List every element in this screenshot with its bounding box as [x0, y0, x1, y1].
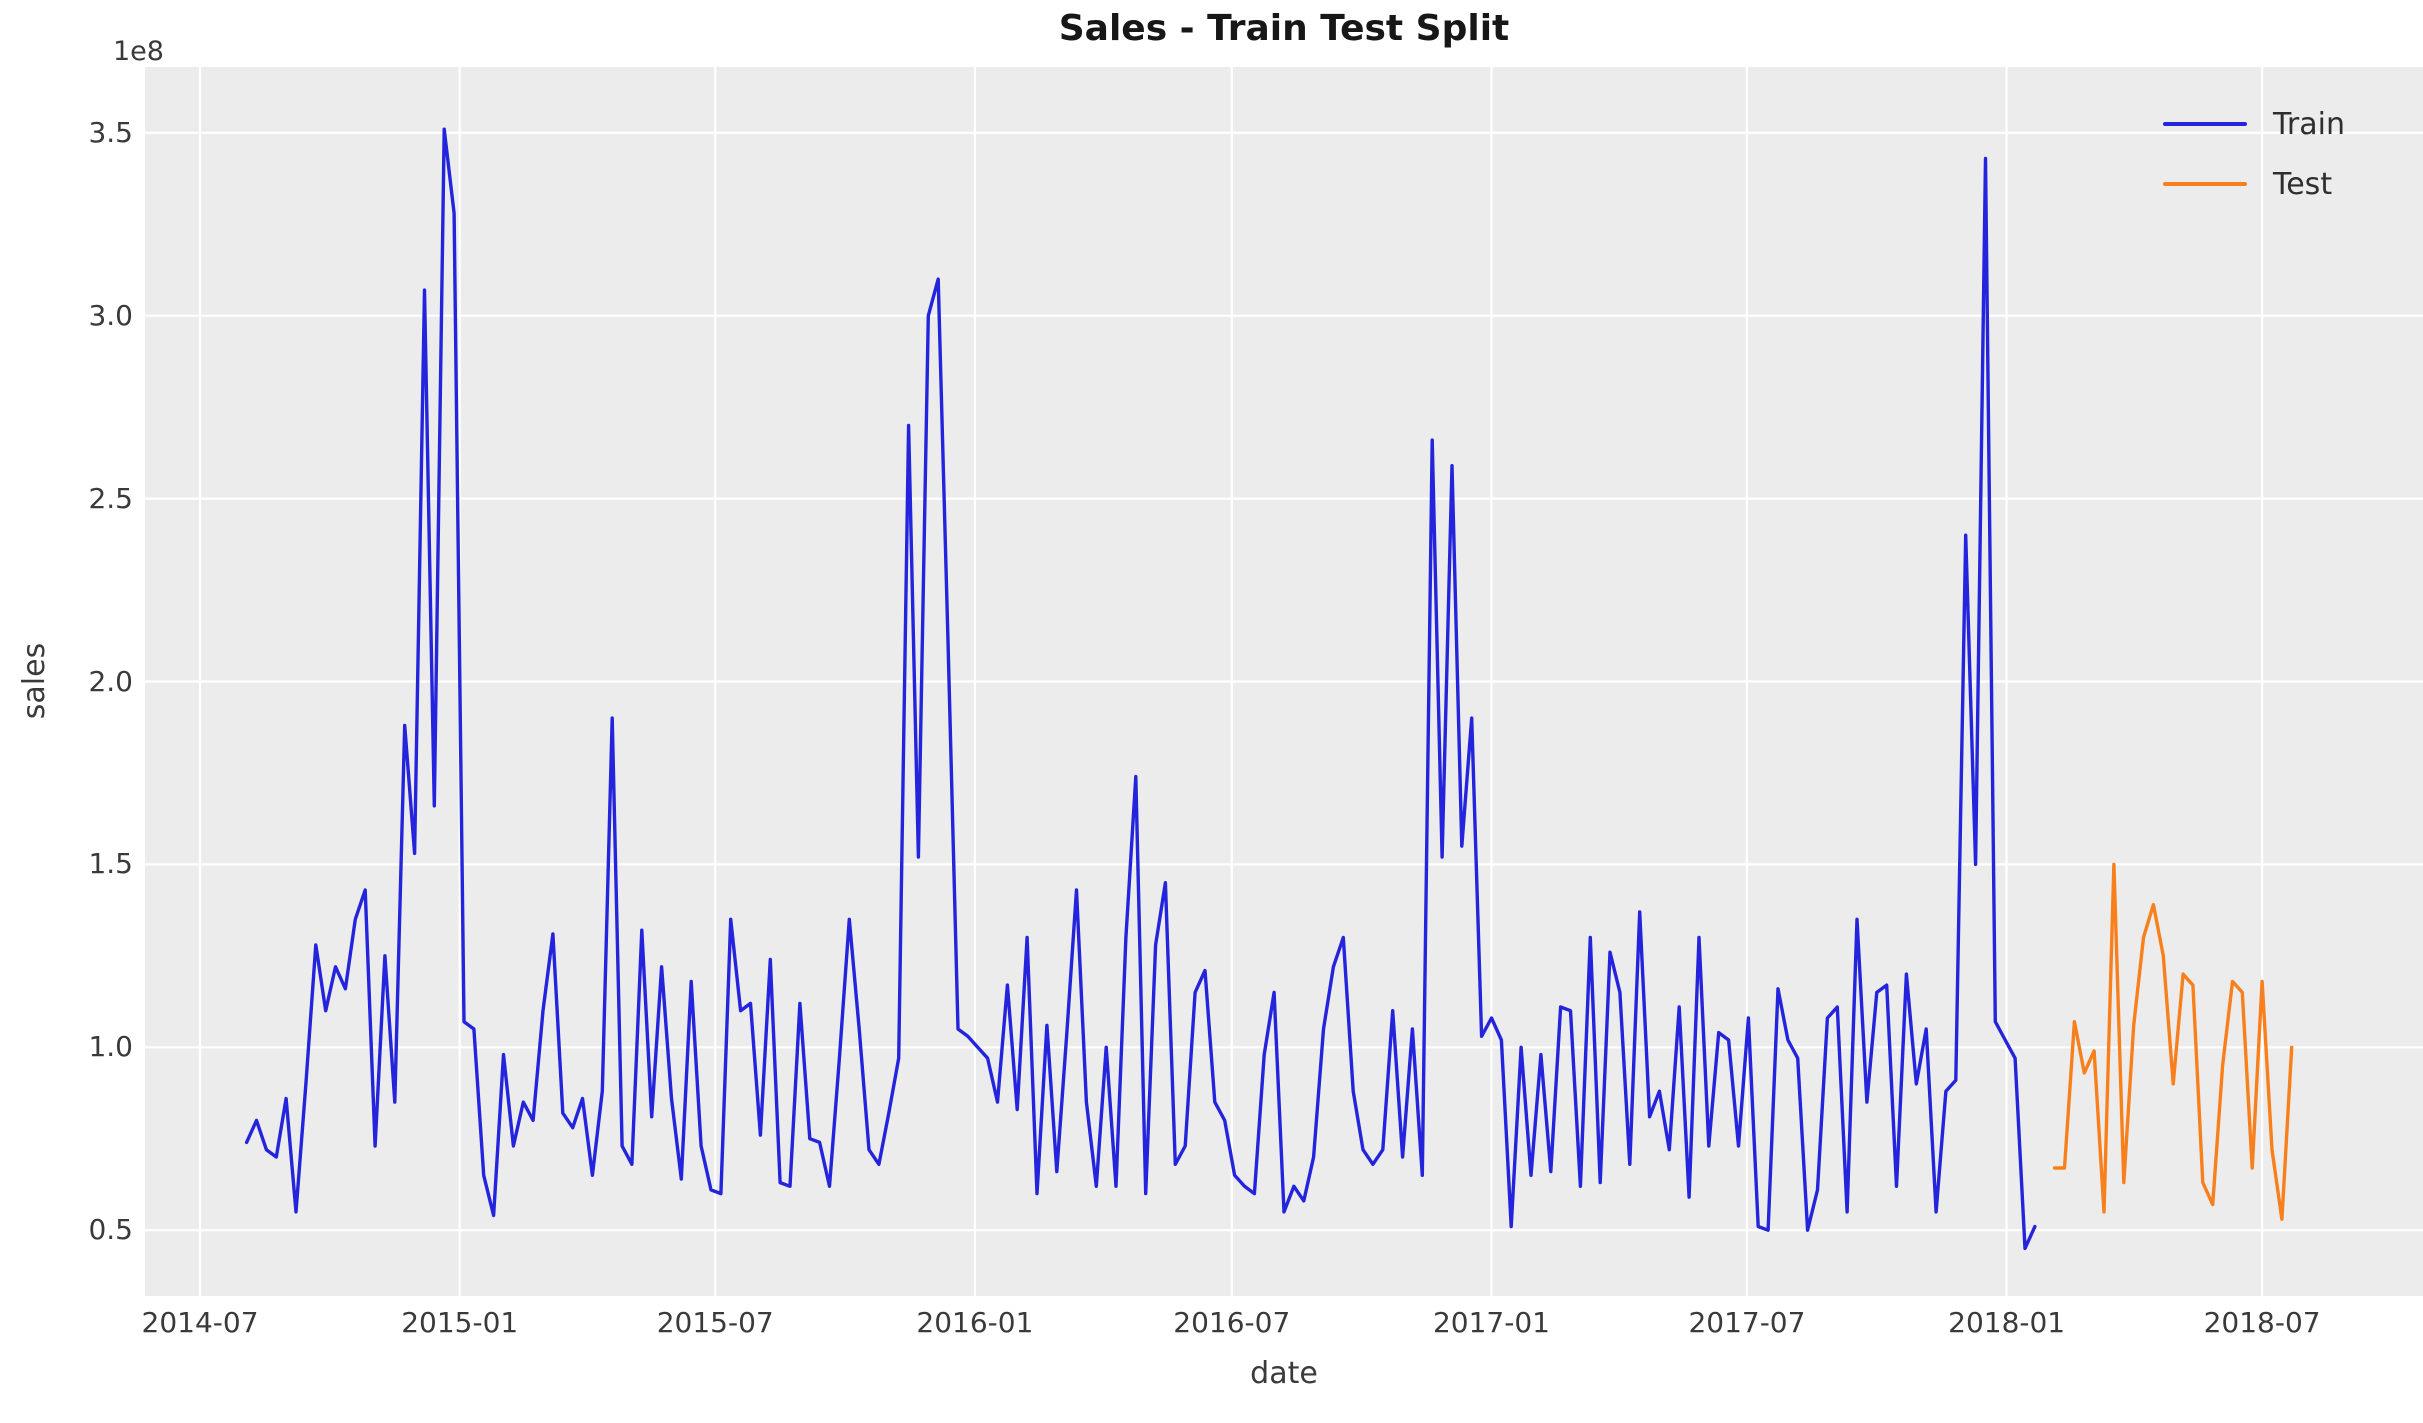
y-tick-label: 3.5 [88, 115, 133, 149]
legend-label-test: Test [2273, 166, 2333, 202]
legend-item-train: Train [2163, 104, 2345, 144]
legend-item-test: Test [2163, 164, 2345, 204]
x-axis-title: date [1250, 1356, 1318, 1391]
x-tick-label: 2018-07 [2203, 1306, 2321, 1339]
x-tick-label: 2015-07 [656, 1306, 774, 1339]
y-tick-label: 2.0 [88, 664, 133, 698]
legend-label-train: Train [2273, 106, 2345, 142]
x-tick-label: 2017-01 [1432, 1306, 1550, 1339]
x-tick-label: 2016-07 [1173, 1306, 1291, 1339]
legend: Train Test [2163, 104, 2345, 224]
x-tick-label: 2017-07 [1688, 1306, 1806, 1339]
x-tick-label: 2014-07 [141, 1306, 259, 1339]
x-tick-label: 2016-01 [916, 1306, 1034, 1339]
y-tick-label: 1.0 [88, 1030, 133, 1064]
train-line-sample-icon [2163, 122, 2247, 126]
y-axis-title: sales [17, 642, 52, 720]
y-tick-label: 1.5 [88, 847, 133, 881]
test-line-sample-icon [2163, 182, 2247, 186]
x-tick-label: 2015-01 [401, 1306, 519, 1339]
y-tick-label: 2.5 [88, 481, 133, 515]
x-tick-label: 2018-01 [1948, 1306, 2066, 1339]
chart-title: Sales - Train Test Split [1058, 8, 1510, 49]
y-tick-label: 0.5 [88, 1213, 133, 1247]
y-tick-label: 3.0 [88, 298, 133, 332]
y-axis-offset-label: 1e8 [113, 36, 164, 67]
